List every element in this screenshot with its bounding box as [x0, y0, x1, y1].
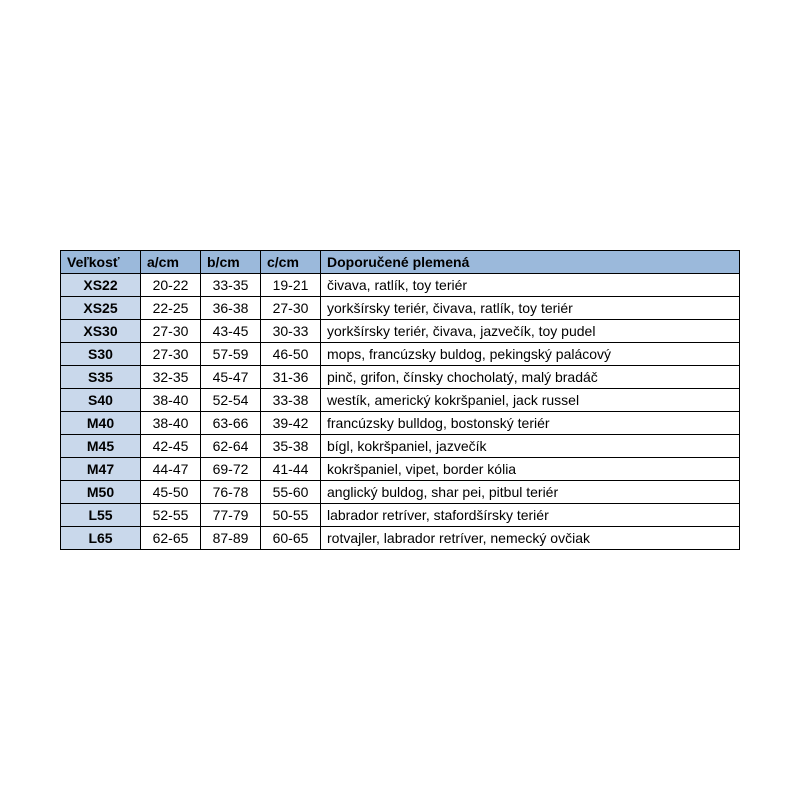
table-row: M4038-4063-6639-42francúzsky bulldog, bo…: [61, 412, 740, 435]
cell-b: 62-64: [201, 435, 261, 458]
cell-a: 42-45: [141, 435, 201, 458]
table-header-row: Veľkosťa/cmb/cmc/cmDoporučené plemená: [61, 251, 740, 274]
cell-c: 41-44: [261, 458, 321, 481]
cell-breeds: mops, francúzsky buldog, pekingský palác…: [321, 343, 740, 366]
cell-a: 45-50: [141, 481, 201, 504]
cell-a: 62-65: [141, 527, 201, 550]
cell-a: 22-25: [141, 297, 201, 320]
column-header: c/cm: [261, 251, 321, 274]
cell-breeds: anglický buldog, shar pei, pitbul teriér: [321, 481, 740, 504]
cell-b: 87-89: [201, 527, 261, 550]
table-row: L6562-6587-8960-65rotvajler, labrador re…: [61, 527, 740, 550]
cell-size: M50: [61, 481, 141, 504]
cell-c: 27-30: [261, 297, 321, 320]
table-body: XS2220-2233-3519-21čivava, ratlík, toy t…: [61, 274, 740, 550]
cell-breeds: kokršpaniel, vipet, border kólia: [321, 458, 740, 481]
cell-c: 39-42: [261, 412, 321, 435]
cell-size: M47: [61, 458, 141, 481]
cell-breeds: čivava, ratlík, toy teriér: [321, 274, 740, 297]
cell-size: S35: [61, 366, 141, 389]
cell-c: 30-33: [261, 320, 321, 343]
table-row: XS2522-2536-3827-30yorkšírsky teriér, či…: [61, 297, 740, 320]
cell-a: 38-40: [141, 389, 201, 412]
table-header: Veľkosťa/cmb/cmc/cmDoporučené plemená: [61, 251, 740, 274]
cell-a: 27-30: [141, 320, 201, 343]
cell-size: S30: [61, 343, 141, 366]
cell-size: XS22: [61, 274, 141, 297]
table-row: S3027-3057-5946-50mops, francúzsky buldo…: [61, 343, 740, 366]
cell-c: 19-21: [261, 274, 321, 297]
cell-size: S40: [61, 389, 141, 412]
cell-b: 45-47: [201, 366, 261, 389]
cell-breeds: yorkšírsky teriér, čivava, jazvečík, toy…: [321, 320, 740, 343]
cell-size: M45: [61, 435, 141, 458]
cell-b: 52-54: [201, 389, 261, 412]
cell-b: 77-79: [201, 504, 261, 527]
column-header: Veľkosť: [61, 251, 141, 274]
cell-breeds: labrador retríver, stafordšírsky teriér: [321, 504, 740, 527]
column-header: Doporučené plemená: [321, 251, 740, 274]
cell-c: 31-36: [261, 366, 321, 389]
table-row: XS3027-3043-4530-33yorkšírsky teriér, či…: [61, 320, 740, 343]
cell-b: 63-66: [201, 412, 261, 435]
cell-c: 50-55: [261, 504, 321, 527]
cell-b: 33-35: [201, 274, 261, 297]
cell-size: M40: [61, 412, 141, 435]
cell-a: 20-22: [141, 274, 201, 297]
cell-b: 76-78: [201, 481, 261, 504]
table-row: XS2220-2233-3519-21čivava, ratlík, toy t…: [61, 274, 740, 297]
size-chart-table: Veľkosťa/cmb/cmc/cmDoporučené plemená XS…: [60, 250, 740, 550]
column-header: b/cm: [201, 251, 261, 274]
cell-a: 52-55: [141, 504, 201, 527]
cell-a: 32-35: [141, 366, 201, 389]
cell-b: 43-45: [201, 320, 261, 343]
cell-size: L65: [61, 527, 141, 550]
cell-breeds: francúzsky bulldog, bostonský teriér: [321, 412, 740, 435]
cell-c: 46-50: [261, 343, 321, 366]
table-row: S3532-3545-4731-36pinč, grifon, čínsky c…: [61, 366, 740, 389]
cell-c: 55-60: [261, 481, 321, 504]
table-row: M5045-5076-7855-60anglický buldog, shar …: [61, 481, 740, 504]
table-row: M4542-4562-6435-38bígl, kokršpaniel, jaz…: [61, 435, 740, 458]
cell-a: 44-47: [141, 458, 201, 481]
cell-b: 69-72: [201, 458, 261, 481]
cell-c: 60-65: [261, 527, 321, 550]
cell-b: 57-59: [201, 343, 261, 366]
table-row: L5552-5577-7950-55labrador retríver, sta…: [61, 504, 740, 527]
table-row: S4038-4052-5433-38westík, americký kokrš…: [61, 389, 740, 412]
table-row: M4744-4769-7241-44kokršpaniel, vipet, bo…: [61, 458, 740, 481]
cell-breeds: rotvajler, labrador retríver, nemecký ov…: [321, 527, 740, 550]
cell-b: 36-38: [201, 297, 261, 320]
cell-size: XS25: [61, 297, 141, 320]
cell-size: XS30: [61, 320, 141, 343]
cell-c: 33-38: [261, 389, 321, 412]
cell-breeds: bígl, kokršpaniel, jazvečík: [321, 435, 740, 458]
cell-breeds: yorkšírsky teriér, čivava, ratlík, toy t…: [321, 297, 740, 320]
cell-breeds: pinč, grifon, čínsky chocholatý, malý br…: [321, 366, 740, 389]
column-header: a/cm: [141, 251, 201, 274]
page-container: Veľkosťa/cmb/cmc/cmDoporučené plemená XS…: [0, 0, 800, 800]
cell-breeds: westík, americký kokršpaniel, jack russe…: [321, 389, 740, 412]
cell-a: 27-30: [141, 343, 201, 366]
cell-a: 38-40: [141, 412, 201, 435]
cell-size: L55: [61, 504, 141, 527]
cell-c: 35-38: [261, 435, 321, 458]
